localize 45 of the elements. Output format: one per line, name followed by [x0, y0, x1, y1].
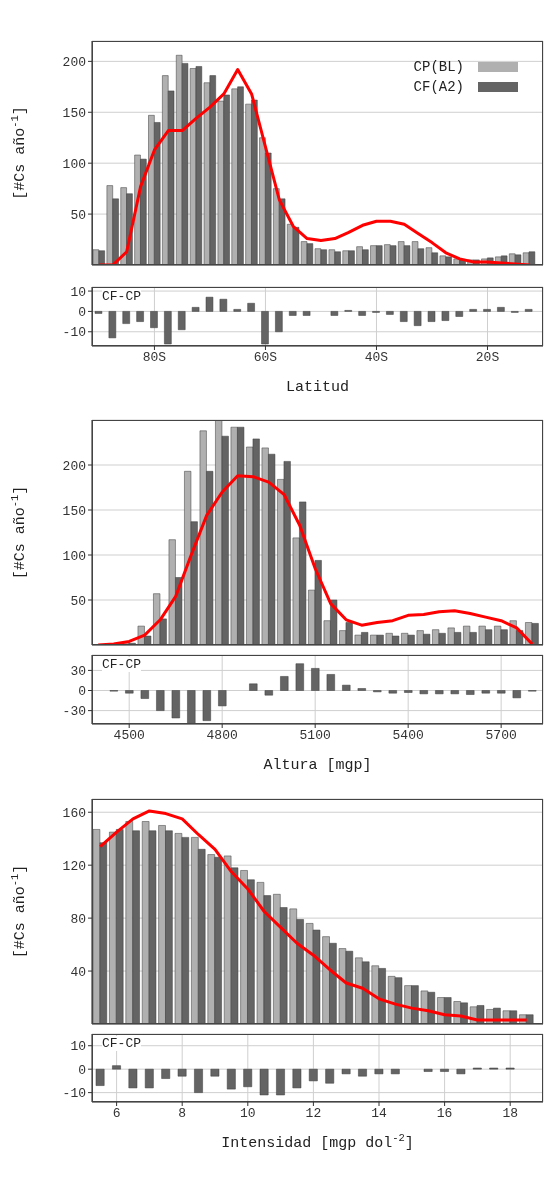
y-tick-label: 100: [62, 156, 86, 172]
annotation: CF-CP: [102, 289, 142, 304]
x-tick-label: 4500: [113, 728, 145, 744]
x-tick-label: 5700: [485, 728, 517, 744]
x-axis-title: Altura [mgp]: [263, 757, 372, 774]
y-tick-label: 50: [70, 207, 86, 223]
x-tick-label: 4800: [206, 728, 238, 744]
y-tick-label: 80: [70, 911, 86, 927]
x-tick-label: 20S: [475, 350, 500, 366]
x-tick-label: 80S: [142, 350, 167, 366]
y-tick-label: 150: [62, 503, 86, 519]
x-tick-label: 8: [178, 1106, 187, 1122]
x-tick-label: 18: [502, 1106, 518, 1122]
annotation: CF-CP: [102, 657, 142, 672]
y-tick-label: 0: [78, 1062, 86, 1078]
x-axis-title: Latitud: [285, 379, 350, 396]
y-tick-label: 100: [62, 548, 86, 564]
annotation: CF-CP: [102, 1036, 142, 1051]
x-tick-label: 6: [112, 1106, 121, 1122]
x-tick-label: 5400: [392, 728, 424, 744]
y-tick-label: 120: [62, 858, 86, 874]
y-tick-label: 50: [70, 593, 86, 609]
y-tick-label: 150: [62, 105, 86, 121]
x-tick-label: 5100: [299, 728, 331, 744]
y-tick-label: 0: [78, 305, 86, 321]
y-tick-label: -10: [62, 325, 86, 341]
y-tick-label: -10: [62, 1086, 86, 1102]
legend-label: CF(A2): [413, 79, 464, 95]
legend-label: CP(BL): [413, 59, 464, 75]
y-tick-label: 200: [62, 54, 86, 70]
y-tick-label: 30: [70, 664, 86, 680]
y-tick-label: 10: [70, 1039, 86, 1055]
x-axis-title: Intensidad [mgp dol$^{-2}$]: [221, 1132, 414, 1152]
x-tick-label: 10: [240, 1106, 256, 1122]
y-tick-label: 0: [78, 684, 86, 700]
x-tick-label: 40S: [364, 350, 389, 366]
y-tick-label: 40: [70, 964, 86, 980]
y-tick-label: -30: [62, 704, 86, 720]
y-tick-label: 200: [62, 458, 86, 474]
y-tick-label: 160: [62, 805, 86, 821]
y-tick-label: 10: [70, 284, 86, 300]
x-tick-label: 60S: [253, 350, 278, 366]
x-tick-label: 16: [436, 1106, 453, 1122]
x-tick-label: 14: [371, 1106, 387, 1122]
x-tick-label: 12: [305, 1106, 322, 1122]
